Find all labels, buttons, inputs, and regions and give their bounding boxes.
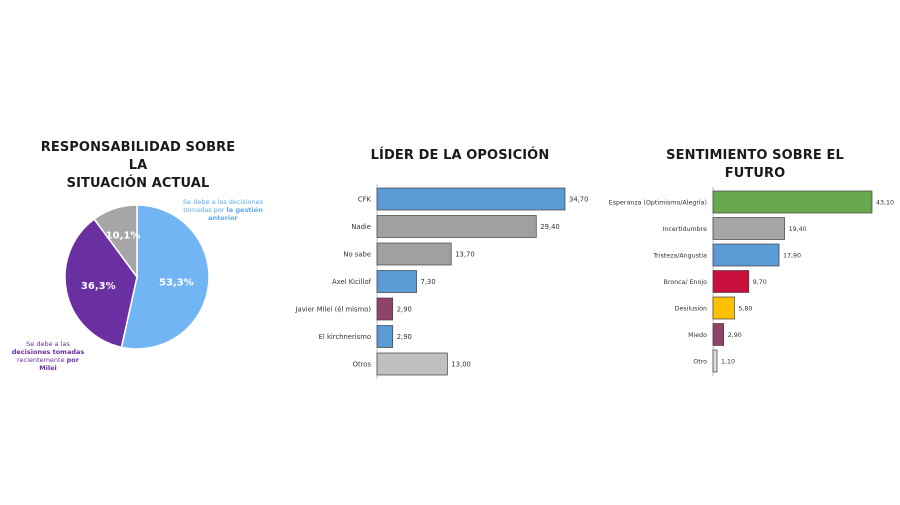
futuro-value-label: 43,10 — [876, 200, 894, 207]
lider-category-label: No sabe — [343, 251, 371, 259]
pie-chart-title: RESPONSABILIDAD SOBRE LA SITUACIÓN ACTUA… — [30, 139, 246, 193]
note-milei-strong1: decisiones tomadas — [11, 348, 85, 356]
futuro-category-label: Bronca/ Enojo — [664, 279, 708, 286]
lider-category-label: El kirchnerismo — [319, 333, 371, 341]
lider-value-label: 29,40 — [540, 223, 559, 231]
note-milei: Se debe a las decisiones tomadas recient… — [8, 340, 88, 372]
futuro-category-label: Tristeza/Angustia — [652, 253, 707, 260]
pie-slice-gestion-anterior — [120, 204, 210, 350]
futuro-bar — [712, 296, 735, 320]
lider-bar — [376, 325, 394, 348]
futuro-category-label: Desilusión — [675, 305, 707, 313]
lider-bar — [376, 215, 537, 238]
lider-category-label: CFK — [358, 196, 372, 204]
pie-slice-other — [93, 204, 138, 280]
note-gestion-anterior: Se debe a las decisiones tomadas por la … — [180, 198, 266, 222]
futuro-value-label: 2,90 — [728, 332, 742, 339]
pie-chart: 53,3% 36,3% 10,1% — [64, 204, 210, 350]
futuro-value-label: 5,80 — [738, 306, 752, 313]
futuro-value-label: 17,90 — [783, 253, 801, 260]
pie-label-milei: 36,3% — [81, 281, 116, 292]
pie-title-line1: RESPONSABILIDAD SOBRE LA — [40, 140, 236, 173]
lider-category-label: Javier Milei (él mismo) — [295, 306, 372, 314]
lider-bar — [376, 242, 452, 266]
note-milei-text2: recientemente — [17, 356, 67, 364]
lider-value-label: 2,90 — [397, 333, 412, 341]
lider-category-label: Axel Kicillof — [332, 278, 372, 286]
lider-bar — [376, 270, 417, 293]
futuro-chart-title: SENTIMIENTO SOBRE EL FUTURO — [666, 148, 844, 181]
lider-chart-title: LÍDER DE LA OPOSICIÓN — [370, 148, 550, 163]
lider-value-label: 7,30 — [421, 278, 436, 286]
note-gestion-strong: la gestión anterior — [208, 206, 263, 222]
lider-bar — [376, 297, 394, 321]
futuro-category-label: Otro — [693, 359, 707, 366]
lider-category-label: Otros — [353, 361, 372, 369]
futuro-bar — [712, 323, 725, 346]
pie-label-gestion-anterior: 53,3% — [159, 277, 194, 288]
lider-value-label: 13,70 — [455, 251, 474, 259]
lider-bar-chart: CFK 34,70 Nadie 29,40 No sabe 13,70 Axel Kicil… — [295, 184, 588, 379]
lider-value-label: 34,70 — [569, 196, 588, 204]
futuro-value-label: 9,70 — [753, 279, 767, 286]
pie-slice-milei — [64, 218, 138, 349]
futuro-bar — [712, 217, 785, 240]
lider-value-label: 13,00 — [451, 361, 470, 369]
lider-bar — [376, 187, 566, 211]
pie-label-other: 10,1% — [106, 231, 141, 242]
futuro-bar — [712, 243, 780, 267]
lider-bar — [376, 352, 448, 376]
note-milei-strong2: por Milei — [39, 356, 79, 372]
lider-category-label: Nadie — [351, 223, 371, 231]
futuro-value-label: 1,10 — [721, 359, 735, 366]
lider-value-label: 2,90 — [397, 306, 412, 314]
futuro-bar — [712, 190, 873, 214]
note-milei-text1: Se debe a las — [26, 340, 70, 348]
futuro-category-label: Incertidumbre — [663, 226, 708, 233]
futuro-bar — [712, 349, 718, 373]
futuro-category-label: Esperanza (Optimismo/Alegría) — [609, 199, 707, 207]
futuro-value-label: 19,40 — [789, 226, 807, 233]
futuro-bar — [712, 270, 750, 293]
pie-title-line2: SITUACIÓN ACTUAL — [66, 176, 210, 191]
futuro-category-label: Miedo — [688, 332, 707, 339]
futuro-bar-chart: Esperanza (Optimismo/Alegría) 43,10 Incert… — [609, 187, 894, 376]
note-gestion-text: Se debe a las decisiones tomadas por — [183, 198, 263, 214]
